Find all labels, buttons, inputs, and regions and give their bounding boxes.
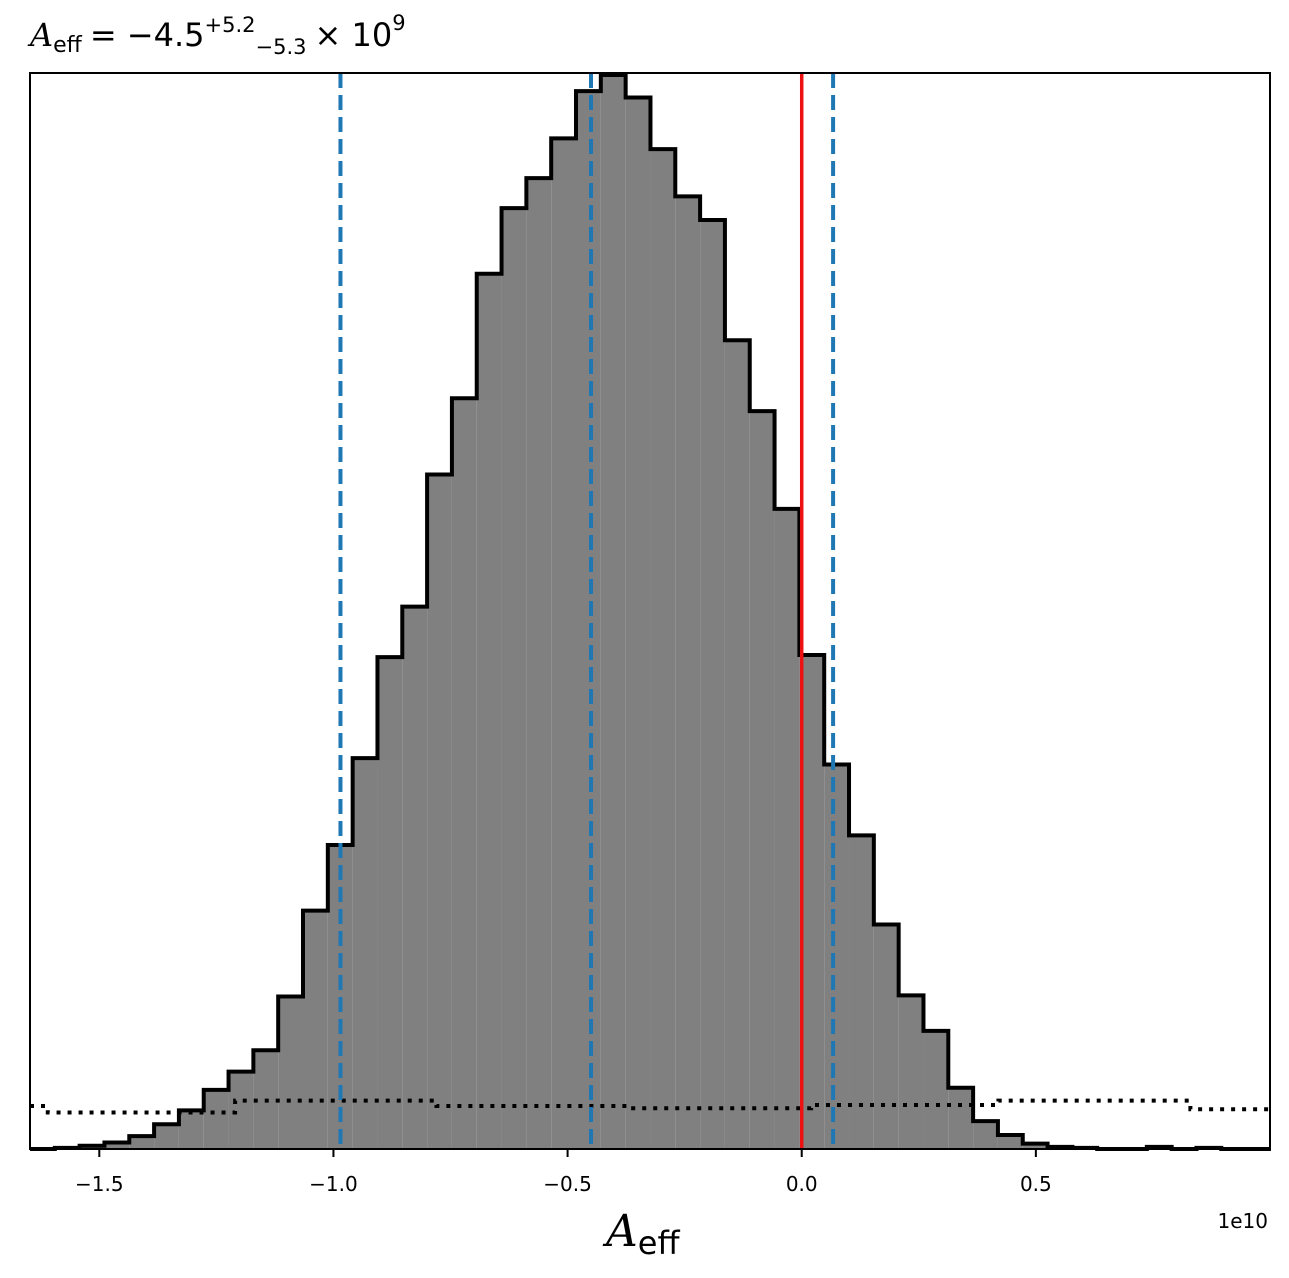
histogram-bar: [923, 1030, 949, 1149]
x-tick-label: −1.0: [309, 1172, 358, 1196]
x-tick-label: 0.0: [786, 1172, 818, 1196]
histogram-bar: [154, 1124, 179, 1149]
histogram-bar: [973, 1121, 998, 1149]
histogram-bar: [451, 398, 477, 1149]
histogram-bar: [104, 1142, 130, 1149]
title-symbol: A: [27, 16, 53, 54]
histogram-bar: [625, 97, 651, 1150]
histogram-bar: [278, 996, 304, 1149]
histogram-bar: [873, 924, 899, 1149]
histogram-bar: [1022, 1143, 1048, 1149]
histogram-bar: [228, 1071, 254, 1149]
x-tick-label: −0.5: [543, 1172, 592, 1196]
histogram-bar: [997, 1135, 1023, 1149]
title-sub: −5.3: [256, 35, 307, 59]
title-symbol-sub: eff: [53, 33, 83, 58]
histogram-bar: [849, 835, 874, 1149]
x-tick-label: 0.5: [1020, 1172, 1052, 1196]
title-equals: = −4.5: [90, 16, 205, 54]
axes-frame: [29, 72, 1271, 1150]
histogram-bar: [675, 196, 701, 1149]
histogram-bar: [749, 411, 775, 1149]
histogram-bar: [476, 273, 502, 1149]
title-exp: 9: [392, 11, 405, 35]
histogram-bar: [724, 340, 750, 1149]
histogram-bar: [427, 474, 452, 1149]
histogram-bar: [824, 764, 850, 1149]
title-times: × 10: [315, 16, 393, 54]
histogram-bar: [501, 208, 527, 1149]
histogram-bar: [303, 910, 328, 1149]
prior-histogram: [30, 1098, 1271, 1115]
x-axis-label-sub: eff: [638, 1224, 681, 1262]
x-axis-label: Aeff: [602, 1206, 680, 1262]
histogram-bar: [377, 657, 403, 1149]
histogram-outline: [30, 73, 1271, 1151]
histogram-bar: [526, 178, 552, 1149]
x-axis-label-symbol: A: [602, 1206, 638, 1257]
histogram-bar: [352, 758, 378, 1149]
histogram-bar: [948, 1087, 974, 1149]
histogram-bar: [774, 508, 800, 1149]
histogram-bar: [203, 1089, 229, 1149]
histogram-bar: [402, 606, 428, 1149]
histogram-bar: [551, 138, 577, 1150]
histogram-bar: [650, 149, 676, 1149]
chart-title: Aeff = −4.5+5.2−5.3 × 109: [27, 11, 406, 59]
x-tick-label: −1.5: [75, 1172, 124, 1196]
x-axis-ticks: −1.5 −1.0 −0.5 0.0 0.5: [75, 1149, 1052, 1196]
histogram-bar: [129, 1136, 155, 1149]
histogram-fill: [54, 75, 1222, 1150]
histogram-bar: [600, 75, 626, 1149]
title-sup: +5.2: [205, 13, 256, 37]
histogram-bar: [700, 219, 725, 1150]
histogram-bar: [898, 995, 924, 1149]
histogram-bar: [576, 91, 601, 1150]
histogram-bar: [799, 654, 825, 1149]
x-axis-offset-label: 1e10: [1218, 1209, 1268, 1233]
reference-lines: [338, 73, 836, 1149]
prior-dotted-line: [30, 1098, 1271, 1115]
histogram-step-outline: [30, 73, 1271, 1151]
histogram-bar: [178, 1110, 204, 1149]
